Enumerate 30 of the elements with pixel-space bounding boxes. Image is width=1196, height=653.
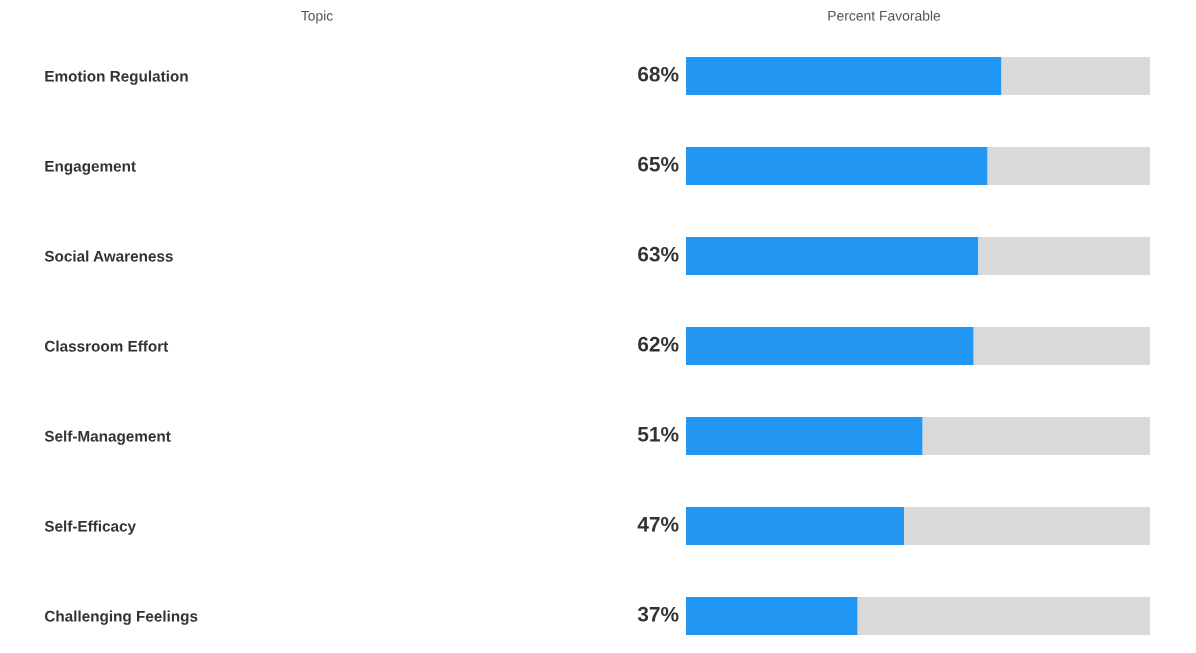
y-tick-label: Engagement: [45, 160, 136, 175]
bar: [686, 417, 923, 455]
data-label: 65%: [638, 156, 679, 172]
bar: [1001, 57, 1150, 95]
bar: [686, 147, 988, 185]
x-axis-title: Percent Favorable: [828, 10, 941, 21]
bar: [978, 237, 1150, 275]
y-tick-label: Challenging Feelings: [44, 610, 198, 625]
bar: [686, 597, 858, 635]
data-label: 62%: [638, 336, 679, 352]
y-tick-label: Self-Efficacy: [44, 520, 136, 535]
bar: [686, 327, 974, 365]
y-tick-label: Social Awareness: [44, 250, 173, 262]
data-label: 51%: [637, 426, 679, 442]
y-tick-label: Classroom Effort: [44, 340, 169, 352]
bar: [686, 237, 979, 275]
data-label: 63%: [638, 246, 679, 262]
bar: [904, 507, 1150, 545]
data-label: 37%: [637, 606, 679, 622]
y-axis-title: Topic: [301, 10, 333, 24]
bar: [973, 327, 1150, 365]
bar: [922, 417, 1150, 455]
data-label: 47%: [637, 516, 679, 532]
bar: [686, 57, 1002, 95]
data-label: 68%: [638, 66, 679, 82]
bar: [857, 597, 1150, 635]
bar: [987, 147, 1150, 185]
y-tick-label: Emotion Regulation: [45, 70, 188, 85]
y-tick-label: Self-Management: [44, 430, 171, 445]
bar: [686, 507, 905, 545]
